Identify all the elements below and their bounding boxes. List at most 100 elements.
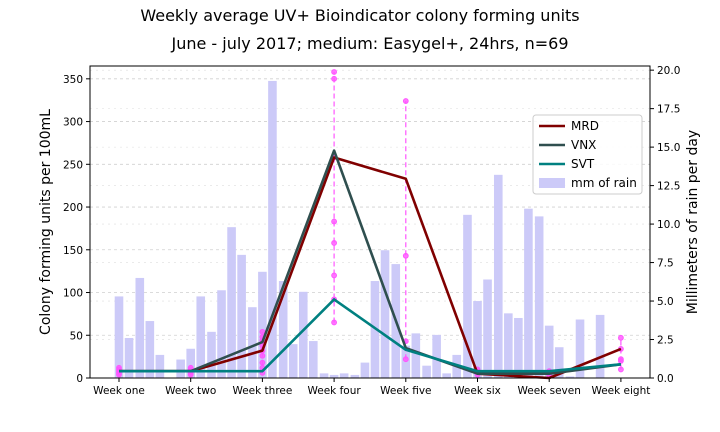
- rain-bar: [565, 376, 575, 378]
- y2-tick-label: 12.5: [657, 181, 680, 193]
- x-tick-label: Week five: [380, 385, 431, 397]
- rain-bar: [207, 331, 216, 378]
- axes: 0 50 100 150 200 250 300 350 0.0 2.5 5.0 7.5 10.0 12.…: [63, 65, 680, 397]
- y-tick-label: 250: [63, 159, 83, 171]
- rain-bar: [504, 313, 513, 378]
- rain-bar: [258, 271, 267, 378]
- y-tick-label: 150: [63, 245, 83, 257]
- y-tick-label: 350: [63, 74, 83, 86]
- y2-tick-label: 0.0: [657, 373, 674, 385]
- rain-bar: [124, 337, 134, 378]
- rain-bar: [483, 279, 492, 378]
- rain-bar: [114, 296, 124, 378]
- rain-bar: [227, 227, 236, 378]
- sample-point: [259, 352, 266, 359]
- x-tick-label: Week two: [165, 385, 216, 397]
- sample-point: [402, 356, 409, 363]
- rain-bar: [575, 319, 585, 378]
- rain-bar: [595, 314, 605, 378]
- rain-bar: [514, 317, 523, 378]
- rain-bar: [442, 373, 451, 378]
- sample-point: [116, 364, 122, 371]
- legend-box: [532, 114, 643, 195]
- grid-lines: [90, 69, 650, 340]
- x-tick-label: Week one: [93, 385, 145, 397]
- rain-bar: [473, 301, 482, 378]
- series-lines: [119, 149, 622, 380]
- y2-tick-label: 7.5: [657, 258, 674, 270]
- rain-bar: [176, 359, 185, 378]
- rain-bar: [339, 373, 349, 378]
- rain-bar: [544, 325, 554, 378]
- rain-bar: [155, 354, 165, 378]
- rain-bar: [329, 374, 339, 378]
- rain-bar: [268, 80, 277, 378]
- sample-point: [331, 69, 338, 75]
- y2-tick-label: 2.5: [657, 335, 674, 347]
- rain-bar: [248, 307, 257, 378]
- chart-subtitle: June - july 2017; medium: Easygel+, 24hr…: [171, 34, 569, 53]
- rain-bar: [411, 333, 421, 378]
- rain-bar: [432, 334, 441, 378]
- y2-tick-label: 17.5: [657, 104, 680, 116]
- y-tick-label: 50: [70, 330, 83, 342]
- plot-frame: [89, 65, 651, 379]
- sample-point: [331, 319, 338, 326]
- legend: MRD VNX SVT mm of rain: [532, 114, 643, 195]
- rain-bar: [186, 348, 195, 378]
- sample-point: [402, 98, 409, 104]
- sample-point: [618, 356, 624, 363]
- rain-bar: [350, 374, 360, 378]
- rain-bar: [237, 254, 246, 378]
- legend-label: mm of rain: [571, 176, 637, 190]
- x-tick-label: Week three: [232, 385, 292, 397]
- sample-point: [331, 272, 338, 279]
- sample-point: [259, 359, 266, 366]
- legend-label: SVT: [571, 157, 595, 171]
- y-tick-label: 100: [63, 288, 83, 300]
- sample-point: [618, 366, 624, 373]
- sample-point: [331, 240, 338, 246]
- rain-bar: [463, 214, 472, 378]
- legend-swatch: [539, 178, 565, 188]
- legend-label: MRD: [571, 119, 599, 133]
- legend-label: VNX: [571, 138, 596, 152]
- rain-bar: [278, 281, 288, 378]
- x-tick-label: Week eight: [591, 385, 650, 397]
- x-tick-label: Week six: [454, 385, 501, 397]
- series-line-vnx: [119, 149, 622, 376]
- y-axis-label: Colony forming units per 100mL: [38, 109, 54, 335]
- rain-bar: [524, 208, 533, 378]
- y2-tick-label: 15.0: [657, 142, 680, 154]
- y-tick-label: 200: [63, 202, 83, 214]
- rain-bar: [319, 373, 329, 378]
- y2-tick-label: 20.0: [657, 65, 680, 77]
- sample-point: [618, 334, 624, 341]
- rain-bar: [380, 250, 390, 378]
- y2-tick-label: 10.0: [657, 219, 680, 231]
- rain-bar: [422, 365, 431, 378]
- rain-bars: [114, 80, 605, 378]
- rain-bar: [493, 174, 503, 378]
- rain-bar: [360, 362, 370, 378]
- rain-bar: [534, 216, 544, 378]
- sample-point: [331, 218, 338, 225]
- rain-bar: [298, 291, 308, 378]
- sample-point: [259, 328, 266, 335]
- y2-axis-label: Millimeters of rain per day: [685, 130, 701, 314]
- rain-bar: [135, 277, 145, 378]
- series-line-svt: [119, 298, 622, 373]
- rain-bar: [288, 344, 298, 378]
- sample-point: [402, 252, 409, 259]
- rain-bar: [554, 347, 564, 378]
- rain-bar: [196, 296, 206, 378]
- x-tick-label: Week four: [307, 385, 361, 397]
- x-tick-label: Week seven: [518, 385, 581, 397]
- y2-tick-label: 5.0: [657, 296, 674, 308]
- sample-point: [331, 75, 338, 82]
- y-tick-label: 300: [63, 117, 83, 129]
- rain-bar: [309, 341, 318, 378]
- series-line-mrd: [119, 156, 622, 380]
- y-tick-label: 0: [76, 373, 83, 385]
